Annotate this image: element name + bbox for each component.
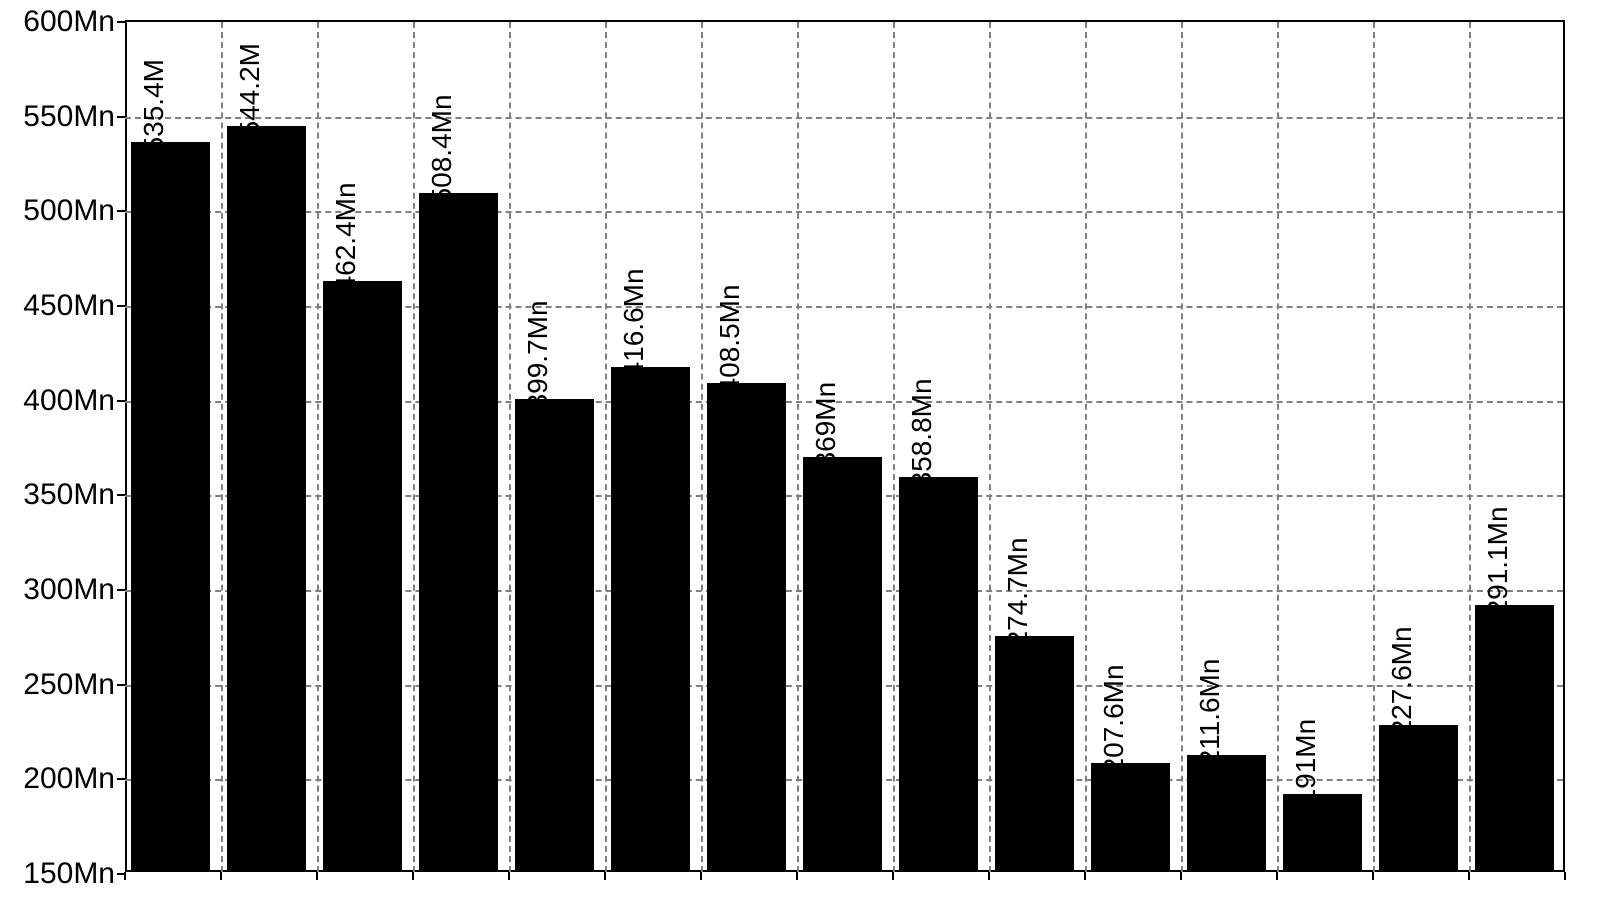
gridline-h <box>125 117 1563 119</box>
bar-value-label: $207.6Mn <box>1098 664 1130 789</box>
bar-value-label: $544.2M <box>234 43 266 152</box>
x-tick-mark <box>1276 872 1278 880</box>
bar-value-label: $227.6Mn <box>1386 627 1418 752</box>
bar <box>227 126 306 872</box>
gridline-v <box>797 22 799 872</box>
bar-value-label: $291.1Mn <box>1482 506 1514 631</box>
gridline-v <box>1085 22 1087 872</box>
x-tick-mark <box>124 872 126 880</box>
y-tick-label: 250Mn <box>23 668 125 702</box>
y-tick-label: 300Mn <box>23 573 125 607</box>
x-tick-mark <box>796 872 798 880</box>
plot-area: 150Mn200Mn250Mn300Mn350Mn400Mn450Mn500Mn… <box>125 20 1565 872</box>
bar-value-label: $191Mn <box>1290 719 1322 820</box>
bar <box>707 383 786 872</box>
x-tick-mark <box>1468 872 1470 880</box>
y-tick-label: 200Mn <box>23 762 125 796</box>
gridline-v <box>509 22 511 872</box>
y-axis-line <box>125 22 127 872</box>
gridline-v <box>317 22 319 872</box>
chart-wrap: 150Mn 200Mn 250Mn 300Mn 350Mn 400Mn 450Mn 500Mn… <box>0 0 1600 900</box>
x-tick-mark <box>1180 872 1182 880</box>
y-tick-label: 450Mn <box>23 289 125 323</box>
bar-value-label: $211.6Mn <box>1194 659 1226 781</box>
bar <box>1475 605 1554 872</box>
bar-value-label: $535.4M <box>138 59 170 168</box>
gridline-v <box>1277 22 1279 872</box>
bar-value-label: $508.4Mn <box>426 95 458 220</box>
gridline-v <box>1469 22 1471 872</box>
y-tick-label: 150Mn <box>23 857 125 891</box>
bar-value-label: $408.5Mn <box>714 284 746 409</box>
x-tick-mark <box>604 872 606 880</box>
gridline-v <box>989 22 991 872</box>
bar-value-label: $358.8Mn <box>906 378 938 503</box>
x-tick-mark <box>1084 872 1086 880</box>
y-tick-label: 600Mn <box>23 5 125 39</box>
bar-value-label: $274.7Mn <box>1002 537 1034 662</box>
x-tick-mark <box>1564 872 1566 880</box>
bar <box>515 399 594 872</box>
bar-value-label: $369Mn <box>810 382 842 483</box>
gridline-v <box>1181 22 1183 872</box>
bar-value-label: $462.4Mn <box>330 182 362 307</box>
gridline-v <box>221 22 223 872</box>
x-tick-mark <box>412 872 414 880</box>
x-tick-mark <box>700 872 702 880</box>
gridline-v <box>701 22 703 872</box>
gridline-v <box>893 22 895 872</box>
x-tick-mark <box>220 872 222 880</box>
x-tick-mark <box>316 872 318 880</box>
bar-value-label: $399.7Mn <box>522 301 554 426</box>
x-tick-mark <box>988 872 990 880</box>
bar <box>995 636 1074 872</box>
bar <box>323 281 402 872</box>
y-tick-label: 500Mn <box>23 194 125 228</box>
gridline-v <box>605 22 607 872</box>
x-tick-mark <box>1372 872 1374 880</box>
x-tick-mark <box>508 872 510 880</box>
bar <box>611 367 690 872</box>
y-tick-label: 550Mn <box>23 100 125 134</box>
bar-value-label: $416.6Mn <box>618 269 650 394</box>
gridline-v <box>1373 22 1375 872</box>
gridline-v <box>413 22 415 872</box>
bar <box>131 142 210 872</box>
x-tick-mark <box>892 872 894 880</box>
bar <box>419 193 498 872</box>
bar <box>899 477 978 872</box>
y-tick-label: 350Mn <box>23 478 125 512</box>
y-tick-label: 400Mn <box>23 384 125 418</box>
bar <box>803 457 882 872</box>
